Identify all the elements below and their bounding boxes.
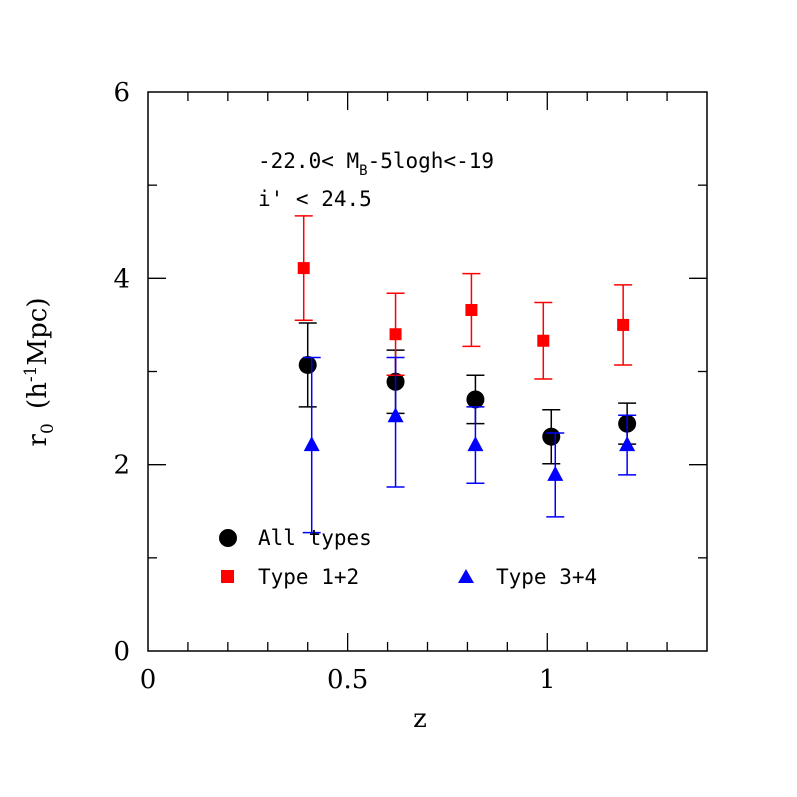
data-point xyxy=(466,390,485,409)
x-axis: 0 0.5 1 xyxy=(140,92,668,695)
y-tick-label: 2 xyxy=(113,451,130,481)
data-point xyxy=(619,436,636,452)
data-point xyxy=(389,328,402,341)
legend: All types Type 1+2 Type 3+4 xyxy=(219,526,597,589)
y-tick-label: 0 xyxy=(113,637,130,667)
series-type-1-2 xyxy=(294,215,633,380)
data-point xyxy=(303,436,320,452)
series-all-types xyxy=(298,322,637,465)
x-tick-label: 0 xyxy=(140,665,157,695)
data-point xyxy=(542,427,561,446)
legend-marker-type-3-4 xyxy=(458,569,474,583)
y-tick-label: 4 xyxy=(113,264,130,294)
series-type-3-4 xyxy=(302,356,637,534)
data-point xyxy=(547,465,564,481)
data-point xyxy=(297,262,310,275)
data-point xyxy=(617,318,630,331)
x-axis-label: z xyxy=(413,704,427,734)
series-layer xyxy=(294,215,637,534)
legend-marker-all-types xyxy=(219,529,237,547)
data-point xyxy=(465,304,478,317)
legend-label-type-1-2: Type 1+2 xyxy=(258,565,359,589)
legend-label-all-types: All types xyxy=(258,526,372,550)
annotation-magnitude-cut: -22.0< MB-5logh<-19 xyxy=(258,149,494,179)
plot-frame xyxy=(147,91,708,652)
legend-marker-type-1-2 xyxy=(221,570,234,583)
data-point xyxy=(467,436,484,452)
y-axis: 0 2 4 6 xyxy=(113,78,707,667)
legend-label-type-3-4: Type 3+4 xyxy=(496,565,597,589)
annotation-apparent-mag-cut: i' < 24.5 xyxy=(258,187,372,211)
x-tick-label: 1 xyxy=(539,665,556,695)
y-tick-label: 6 xyxy=(113,78,130,108)
data-point xyxy=(298,355,317,374)
data-point xyxy=(537,334,550,347)
y-axis-label: r0 (h-1Mpc) xyxy=(21,298,58,447)
data-point xyxy=(387,407,404,423)
x-tick-label: 0.5 xyxy=(327,665,368,695)
